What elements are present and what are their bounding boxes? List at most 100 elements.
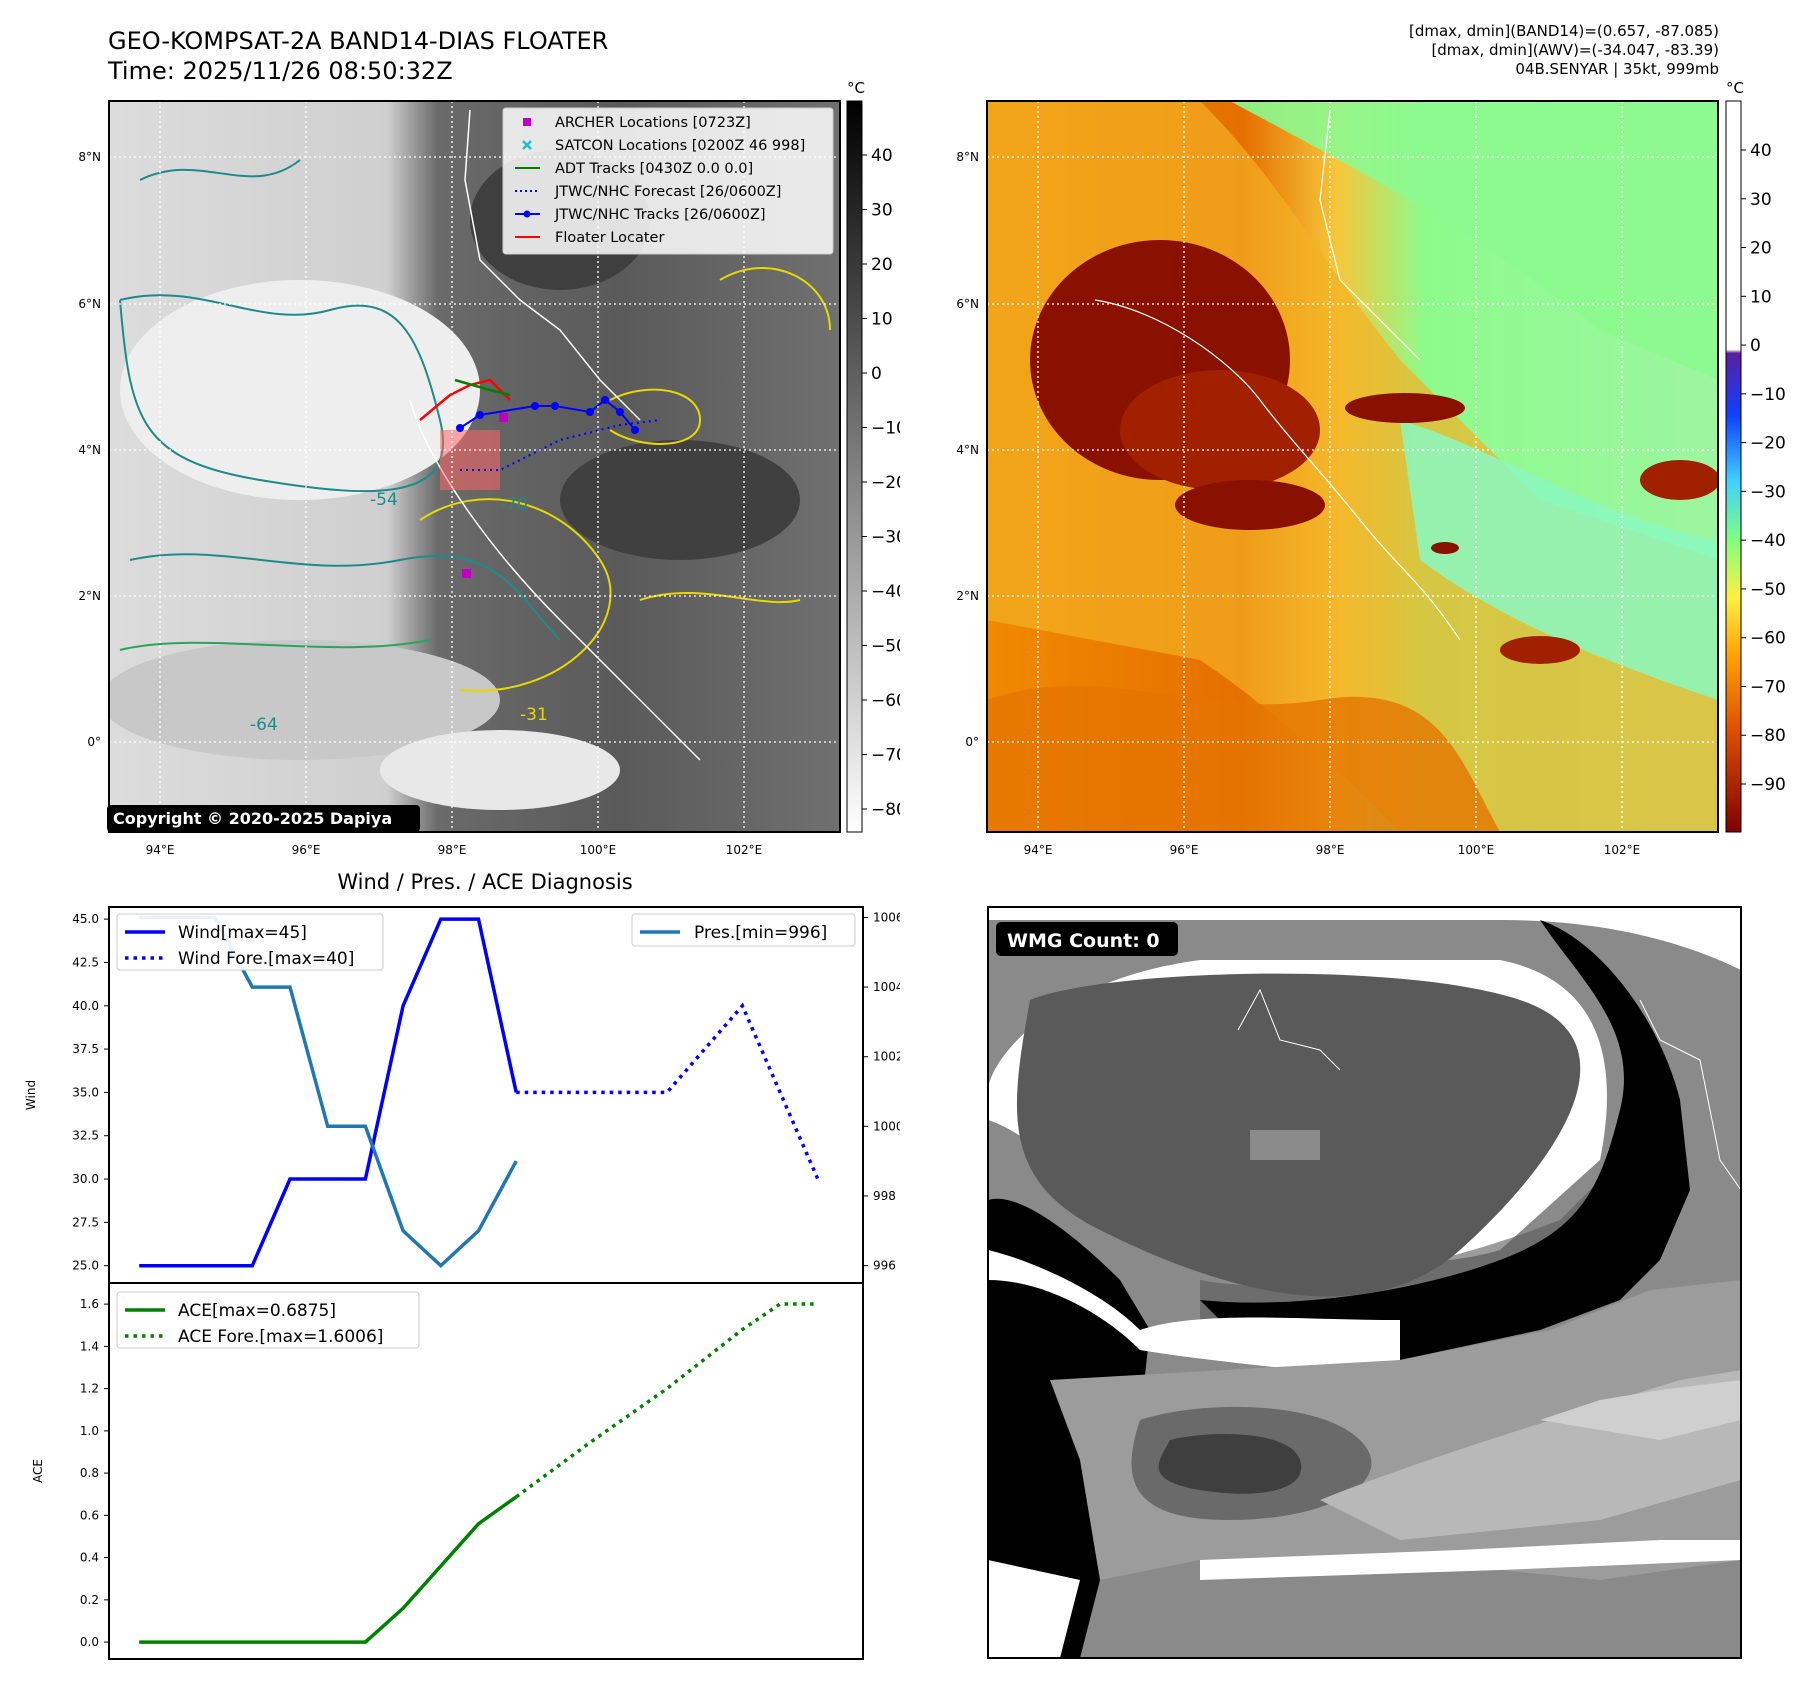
- pressure-ytick-label: 1000: [873, 1119, 900, 1133]
- lon-tick-label: 98°E: [438, 843, 467, 857]
- colorbar-tick-label: −50: [1750, 580, 1786, 600]
- ir-colorbar-ticks: 40 30 20 10 0 −10 −20 −30 −40 −50 −60 −70 −80: [862, 146, 900, 820]
- colorbar-tick-label: 40: [871, 146, 893, 166]
- lon-tick-label: 94°E: [146, 843, 175, 857]
- legend-entry: ACE Fore.[max=1.6006]: [178, 1327, 383, 1347]
- title-line-1: GEO-KOMPSAT-2A BAND14-DIAS FLOATER: [108, 27, 609, 55]
- diagnosis-panel: Wind / Pres. / ACE Diagnosis 45.0 42.5 40.…: [24, 870, 900, 1660]
- lon-tick-label: 102°E: [726, 843, 763, 857]
- info-line-2: [dmax, dmin](AWV)=(-34.047, -83.39): [1431, 41, 1719, 59]
- ace-series-line-1: [515, 1302, 818, 1499]
- lon-tick-labels: 94°E 96°E 98°E 100°E 102°E: [1024, 843, 1641, 857]
- wmg-count-label: WMG Count: 0: [1007, 930, 1160, 952]
- legend-swatch: [523, 118, 531, 126]
- contour-label: -64: [250, 715, 278, 735]
- wmg-count-badge: [996, 922, 1178, 956]
- lat-tick-labels: 8°N 6°N 4°N 2°N 0°: [78, 150, 101, 749]
- colorbar-tick-label: −80: [1750, 726, 1786, 746]
- copyright-text: Copyright © 2020-2025 Dapiya: [113, 809, 392, 828]
- pressure-ytick-label: 1002: [873, 1050, 900, 1064]
- ace-legend-box: [116, 1291, 420, 1349]
- wmg-imagery: [988, 907, 1741, 1658]
- info-line-1: [dmax, dmin](BAND14)=(0.657, -87.085): [1408, 22, 1719, 40]
- contour-labels: -54 -64 -70 -31: [250, 490, 548, 735]
- legend-entry: ADT Tracks [0430Z 0.0 0.0]: [555, 161, 753, 177]
- enhanced-colorbar-unit: °C: [1726, 79, 1744, 97]
- colorbar-tick-label: −80: [871, 800, 900, 820]
- colorbar-tick-label: −60: [1750, 629, 1786, 649]
- pressure-ytick-label: 1006: [873, 910, 900, 924]
- enhanced-colorbar-ticks: 40 30 20 10 0 −10 −20 −30 −40 −50 −60 −70 −80 −90: [1741, 141, 1786, 795]
- ir-legend: ARCHER Locations [0723Z] SATCON Locations…: [502, 107, 834, 255]
- wind-ytick-label: 35.0: [72, 1085, 99, 1099]
- colorbar-tick-label: −30: [1750, 482, 1786, 502]
- lon-tick-label: 94°E: [1024, 843, 1053, 857]
- lon-tick-label: 100°E: [1458, 843, 1495, 857]
- colorbar-tick-label: −60: [871, 691, 900, 711]
- legend-swatch: [522, 140, 532, 150]
- legend-entry: SATCON Locations [0200Z 46 998]: [555, 138, 805, 154]
- ir-map-frame: [108, 100, 841, 833]
- colorbar-tick-label: −40: [1750, 531, 1786, 551]
- lat-tick-labels: 8°N 6°N 4°N 2°N 0°: [956, 150, 979, 749]
- archer-marker: [499, 413, 508, 422]
- lat-tick-label: 6°N: [78, 297, 101, 311]
- lon-tick-label: 98°E: [1316, 843, 1345, 857]
- colorbar-tick-label: −90: [1750, 775, 1786, 795]
- legend-entry: Floater Locater: [555, 230, 664, 246]
- legend-entry: ARCHER Locations [0723Z]: [555, 115, 751, 131]
- series-line-1: [516, 1002, 820, 1180]
- lat-tick-label: 4°N: [956, 443, 979, 457]
- ace-series-line-0: [139, 1495, 518, 1644]
- legend-swatch-dot: [523, 210, 531, 218]
- pressure-ytick-label: 1004: [873, 980, 900, 994]
- colorbar-tick-label: 10: [871, 310, 893, 330]
- colorbar-tick-label: −30: [871, 528, 900, 548]
- lon-tick-labels: 94°E 96°E 98°E 100°E 102°E: [146, 843, 763, 857]
- lon-tick-label: 96°E: [1170, 843, 1199, 857]
- colorbar-tick-label: 30: [871, 201, 893, 221]
- ace-ytick-label: 0.6: [80, 1508, 99, 1522]
- colorbar-tick-label: −40: [871, 582, 900, 602]
- wind-legend-box: [116, 913, 384, 971]
- ir-colorbar: [846, 100, 863, 833]
- colorbar-tick-label: −70: [1750, 677, 1786, 697]
- wind-ytick-label: 25.0: [72, 1259, 99, 1273]
- colorbar-tick-label: 20: [871, 255, 893, 275]
- legend-entry: Pres.[min=996]: [694, 923, 827, 943]
- legend-entry: Wind[max=45]: [178, 923, 307, 943]
- colorbar-tick-label: 40: [1750, 141, 1772, 161]
- legend-entry: Wind Fore.[max=40]: [178, 949, 354, 969]
- ir-map-panel: -54 -64 -70 -31 94°E 96°E 98°E 100°E 102°E 8°N 6…: [78, 79, 900, 857]
- wind-ytick-label: 32.5: [72, 1129, 99, 1143]
- ace-axes-frame: [108, 1282, 864, 1660]
- legend-entry: JTWC/NHC Tracks [26/0600Z]: [554, 207, 766, 223]
- wind-ytick-label: 30.0: [72, 1172, 99, 1186]
- ace-ytick-label: 1.6: [80, 1297, 99, 1311]
- diagnosis-title: Wind / Pres. / ACE Diagnosis: [337, 870, 632, 894]
- ace-chart: 1.6 1.4 1.2 1.0 0.8 0.6 0.4 0.2 0.0 ACE ACE[max=0.…: [31, 1282, 864, 1660]
- copyright-badge: [107, 805, 420, 832]
- wind-ytick-label: 27.5: [72, 1215, 99, 1229]
- lat-tick-label: 8°N: [956, 150, 979, 164]
- wind-axis-label: Wind: [24, 1080, 38, 1110]
- enhanced-map-panel: 94°E 96°E 98°E 100°E 102°E 8°N 6°N 4°N 2°N 0° °C…: [956, 79, 1786, 857]
- pressure-legend-box: [631, 913, 856, 947]
- lat-tick-label: 2°N: [78, 589, 101, 603]
- wind-ytick-label: 45.0: [72, 912, 99, 926]
- ace-ytick-label: 1.2: [80, 1382, 99, 1396]
- enhanced-map-frame: [986, 100, 1719, 833]
- colorbar-tick-label: −50: [871, 637, 900, 657]
- colorbar-tick-label: 0: [871, 364, 882, 384]
- colorbar-tick-label: 10: [1750, 287, 1772, 307]
- ace-axis-label: ACE: [31, 1459, 45, 1483]
- wind-pressure-chart: 45.0 42.5 40.0 37.5 35.0 32.5 30.0 27.5 25.0 1006…: [24, 906, 900, 1284]
- ir-colorbar-unit: °C: [847, 79, 865, 97]
- lat-tick-label: 4°N: [78, 443, 101, 457]
- contour-label: -31: [520, 705, 548, 725]
- wind-ytick-label: 42.5: [72, 955, 99, 969]
- wind-ytick-label: 37.5: [72, 1042, 99, 1056]
- colorbar-tick-label: −20: [871, 473, 900, 493]
- lat-tick-label: 8°N: [78, 150, 101, 164]
- ace-ytick-label: 0.2: [80, 1593, 99, 1607]
